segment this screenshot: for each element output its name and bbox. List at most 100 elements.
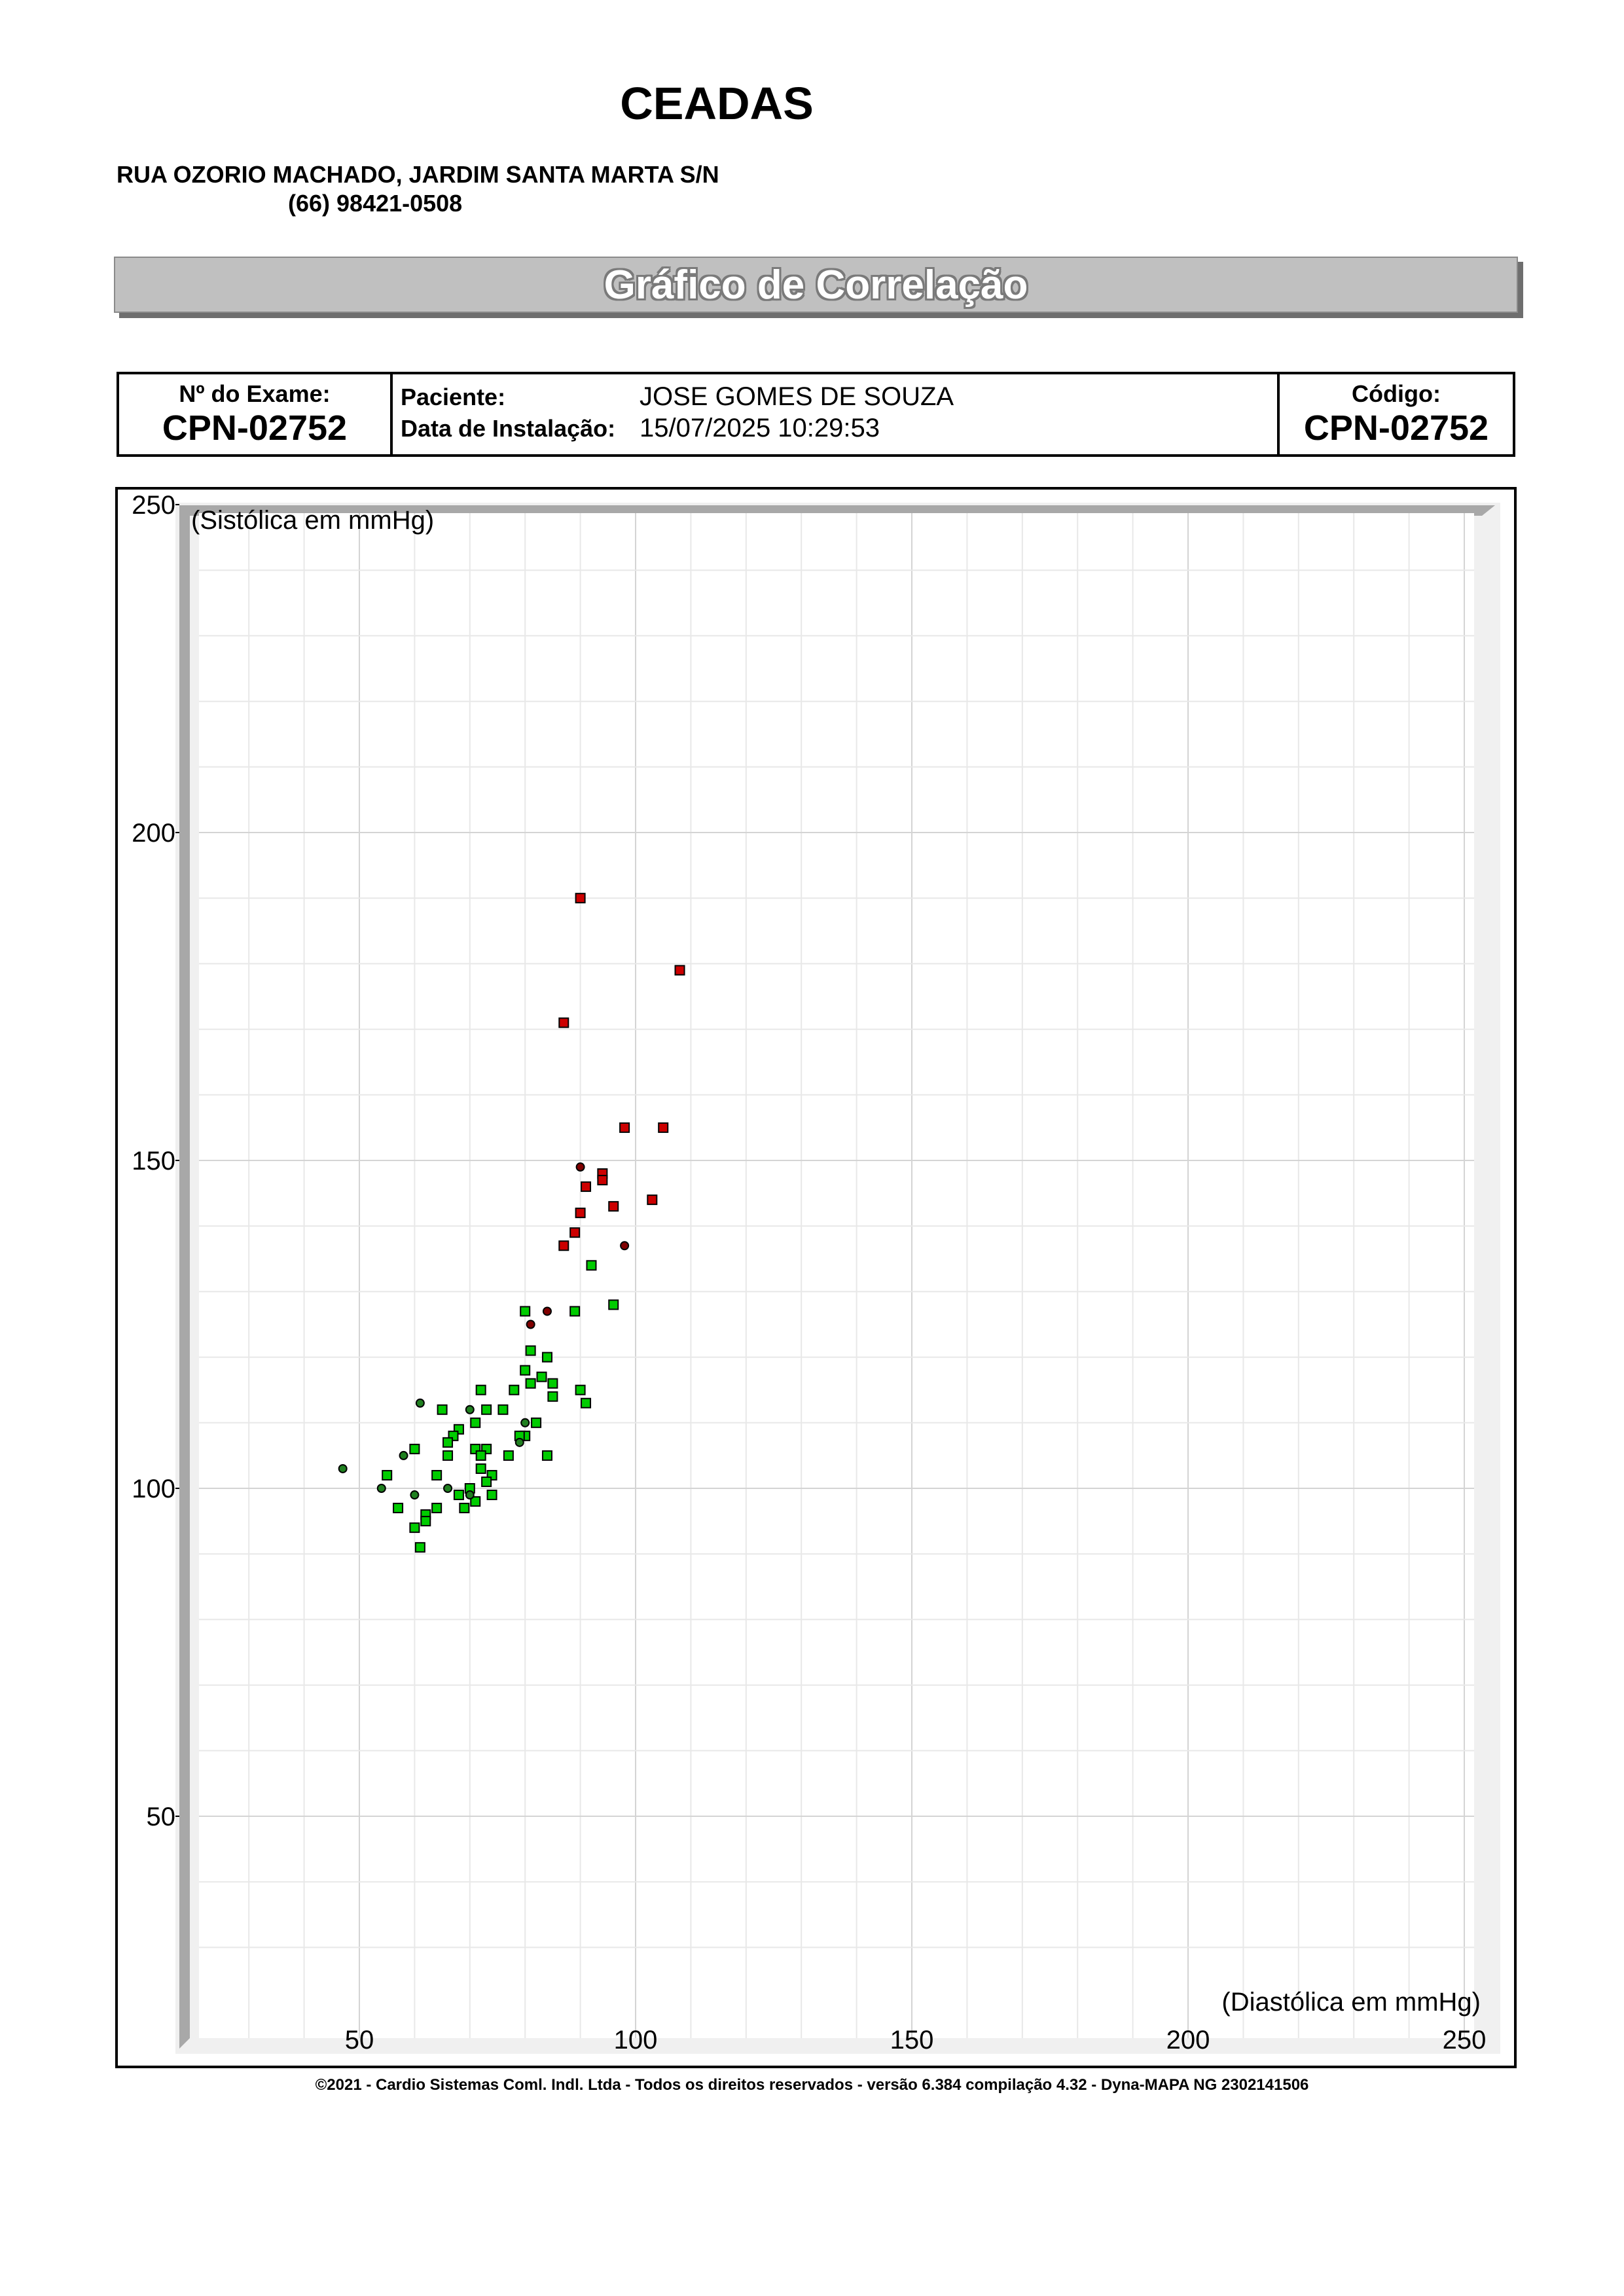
x-axis-label: (Diastólica em mmHg) xyxy=(1221,1988,1481,2017)
data-points xyxy=(338,893,685,1553)
data-point-red xyxy=(658,1122,669,1133)
data-point-green xyxy=(608,1299,619,1310)
data-point-green xyxy=(531,1417,542,1428)
data-point-dark-green xyxy=(376,1484,386,1493)
y-tick-label: 100 xyxy=(132,1475,175,1503)
data-point-red xyxy=(581,1181,592,1193)
data-point-green xyxy=(547,1378,558,1389)
data-point-green xyxy=(475,1450,486,1461)
data-point-green xyxy=(497,1404,509,1415)
data-point-green xyxy=(509,1384,520,1395)
data-point-green xyxy=(481,1476,492,1487)
data-point-green xyxy=(586,1260,597,1271)
data-point-green xyxy=(414,1542,425,1553)
exam-cell: Nº do Exame: CPN-02752 xyxy=(119,374,393,454)
x-tick-label: 100 xyxy=(614,2026,658,2054)
data-point-green xyxy=(409,1522,420,1534)
title-bar: Gráfico de Correlação xyxy=(114,257,1518,313)
page-title: Gráfico de Correlação xyxy=(604,262,1028,308)
data-point-green xyxy=(431,1503,442,1514)
data-point-green xyxy=(503,1450,514,1461)
data-point-green xyxy=(431,1469,442,1480)
data-point-dark-red xyxy=(526,1319,535,1329)
data-point-green xyxy=(382,1469,393,1480)
data-point-dark-red xyxy=(575,1162,585,1172)
data-point-red xyxy=(597,1175,608,1186)
data-point-red xyxy=(575,893,586,904)
data-point-dark-green xyxy=(465,1405,475,1414)
data-point-dark-green xyxy=(415,1398,425,1408)
data-point-green xyxy=(470,1496,481,1507)
data-point-red xyxy=(647,1194,658,1206)
data-point-green xyxy=(575,1384,586,1395)
axis-ticks: 50 100 150 200 250 50 100 150 200 250 xyxy=(132,491,1486,2054)
data-point-red xyxy=(619,1122,630,1133)
data-point-dark-green xyxy=(443,1484,453,1493)
data-point-green xyxy=(547,1391,558,1402)
data-point-dark-green xyxy=(520,1418,530,1427)
data-point-green xyxy=(409,1443,420,1454)
data-point-dark-green xyxy=(399,1450,408,1460)
clinic-name: CEADAS xyxy=(620,78,814,129)
data-point-green xyxy=(581,1397,592,1408)
data-point-dark-green xyxy=(465,1490,475,1500)
data-point-green xyxy=(475,1384,486,1395)
y-tick-label: 250 xyxy=(132,491,175,520)
data-point-green xyxy=(481,1404,492,1415)
data-point-green xyxy=(525,1378,536,1389)
data-point-green xyxy=(520,1306,531,1317)
patient-name: JOSE GOMES DE SOUZA xyxy=(640,382,954,411)
data-point-green xyxy=(437,1404,448,1415)
grid xyxy=(199,513,1474,2038)
data-point-green xyxy=(420,1516,431,1527)
data-point-green xyxy=(541,1450,552,1461)
y-tick-label: 200 xyxy=(132,819,175,848)
exam-number: CPN-02752 xyxy=(162,408,348,448)
exam-label: Nº do Exame: xyxy=(179,380,331,407)
data-point-green xyxy=(525,1345,536,1356)
data-point-green xyxy=(536,1371,547,1382)
code-value: CPN-02752 xyxy=(1303,408,1489,448)
data-point-dark-green xyxy=(514,1437,524,1447)
data-point-red xyxy=(569,1227,581,1238)
data-point-red xyxy=(608,1201,619,1212)
data-point-green xyxy=(442,1437,454,1448)
info-box: Nº do Exame: CPN-02752 Paciente: JOSE GO… xyxy=(117,372,1515,457)
patient-label: Paciente: xyxy=(401,384,506,410)
data-point-red xyxy=(558,1240,569,1251)
y-axis-label: (Sistólica em mmHg) xyxy=(191,506,434,535)
x-tick-label: 50 xyxy=(345,2026,374,2054)
data-point-red xyxy=(558,1017,569,1028)
data-point-green xyxy=(520,1365,531,1376)
data-point-red xyxy=(674,965,685,976)
x-tick-label: 200 xyxy=(1166,2026,1210,2054)
clinic-address: RUA OZORIO MACHADO, JARDIM SANTA MARTA S… xyxy=(117,161,719,188)
patient-cell: Paciente: JOSE GOMES DE SOUZA Data de In… xyxy=(393,374,1280,454)
data-point-dark-green xyxy=(410,1490,420,1500)
data-point-red xyxy=(575,1208,586,1219)
data-point-green xyxy=(541,1352,552,1363)
data-point-green xyxy=(459,1503,470,1514)
data-point-green xyxy=(393,1503,404,1514)
install-date: 15/07/2025 10:29:53 xyxy=(640,414,880,442)
data-point-dark-red xyxy=(620,1241,630,1251)
data-point-green xyxy=(453,1490,464,1501)
y-tick-label: 150 xyxy=(132,1147,175,1175)
correlation-chart: 50 100 150 200 250 50 100 150 200 250 (Sistólica … xyxy=(132,491,1500,2054)
code-cell: Código: CPN-02752 xyxy=(1280,374,1513,454)
data-point-dark-green xyxy=(338,1463,348,1473)
code-label: Código: xyxy=(1352,380,1441,407)
data-point-green xyxy=(486,1490,497,1501)
clinic-phone: (66) 98421-0508 xyxy=(288,190,463,217)
plot-area xyxy=(199,513,1474,2038)
x-tick-label: 250 xyxy=(1443,2026,1487,2054)
footer: ©2021 - Cardio Sistemas Coml. Indl. Ltda… xyxy=(315,2076,1309,2094)
x-tick-label: 150 xyxy=(890,2026,934,2054)
chart-frame: 50 100 150 200 250 50 100 150 200 250 (Sistólica … xyxy=(115,487,1517,2068)
data-point-green xyxy=(569,1306,581,1317)
data-point-green xyxy=(470,1417,481,1428)
install-label: Data de Instalação: xyxy=(401,415,616,442)
data-point-dark-red xyxy=(542,1306,552,1316)
data-point-green xyxy=(475,1463,486,1474)
y-tick-label: 50 xyxy=(147,1803,176,1831)
